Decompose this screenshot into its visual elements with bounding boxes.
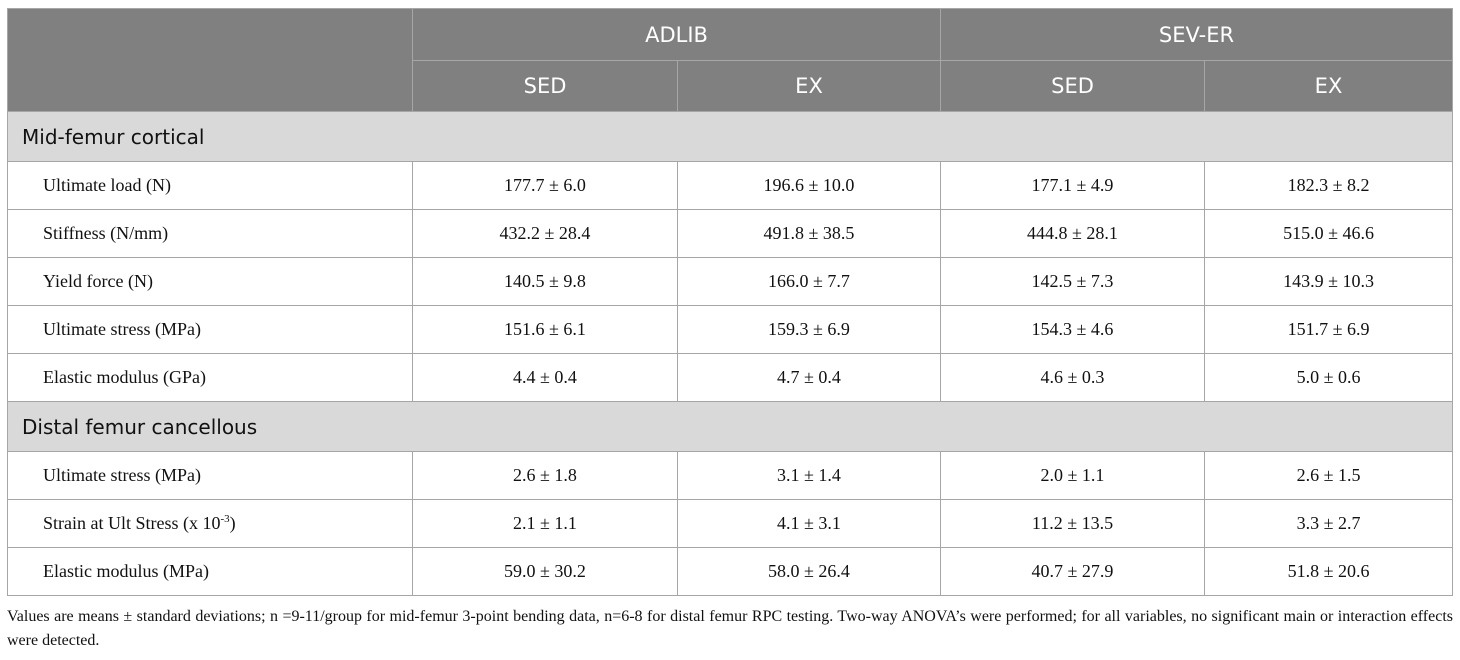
cell-value: 3.1 ± 1.4 <box>677 451 941 500</box>
subgroup-header: SED <box>940 60 1205 112</box>
header-row: SED EX SED EX <box>8 60 1454 112</box>
cell-value: 143.9 ± 10.3 <box>1203 257 1454 306</box>
cell-value: 58.0 ± 26.4 <box>677 547 941 596</box>
data-row: Ultimate stress (MPa) 2.6 ± 1.8 3.1 ± 1.4 2… <box>7 451 1454 500</box>
cell-value: 140.5 ± 9.8 <box>412 257 678 306</box>
section-row: Mid-femur cortical <box>6 111 1454 162</box>
row-label: Ultimate stress (MPa) <box>7 305 413 354</box>
section-row: Distal femur cancellous <box>6 401 1454 452</box>
row-label: Ultimate stress (MPa) <box>7 451 413 500</box>
cell-value: 444.8 ± 28.1 <box>940 209 1205 258</box>
data-row: Ultimate stress (MPa) 151.6 ± 6.1 159.3 ± … <box>7 305 1454 354</box>
cell-value: 142.5 ± 7.3 <box>940 257 1205 306</box>
row-label: Elastic modulus (GPa) <box>7 353 413 402</box>
cell-value: 40.7 ± 27.9 <box>940 547 1205 596</box>
label-tail: ) <box>229 513 236 533</box>
label-superscript: -3 <box>220 513 230 525</box>
group-header: ADLIB <box>412 8 941 61</box>
cell-value: 515.0 ± 46.6 <box>1203 209 1454 258</box>
cell-value: 182.3 ± 8.2 <box>1203 161 1454 210</box>
cell-value: 491.8 ± 38.5 <box>677 209 941 258</box>
cell-value: 2.6 ± 1.5 <box>1203 451 1454 500</box>
cell-value: 2.1 ± 1.1 <box>412 499 678 548</box>
subgroup-header: SED <box>412 60 678 112</box>
subgroup-header: EX <box>677 60 941 112</box>
table-header: ADLIB SEV-ER SED EX SED EX <box>7 8 1454 112</box>
cell-value: 4.6 ± 0.3 <box>940 353 1205 402</box>
cell-value: 4.1 ± 3.1 <box>677 499 941 548</box>
section-title: Mid-femur cortical <box>6 111 1454 162</box>
row-label: Strain at Ult Stress (x 10-3) <box>7 499 413 548</box>
cell-value: 432.2 ± 28.4 <box>412 209 678 258</box>
label-text: Strain at Ult Stress (x 10 <box>43 513 221 533</box>
table-body: Mid-femur cortical Ultimate load (N) 177.7… <box>6 111 1454 596</box>
data-row: Strain at Ult Stress (x 10-3) 2.1 ± 1.1 4.… <box>7 499 1454 548</box>
data-row: Stiffness (N/mm) 432.2 ± 28.4 491.8 ± 38.5… <box>7 209 1454 258</box>
cell-value: 3.3 ± 2.7 <box>1203 499 1454 548</box>
corner-cell <box>7 8 413 112</box>
data-row: Ultimate load (N) 177.7 ± 6.0 196.6 ± 10.0… <box>7 161 1454 210</box>
data-row: Yield force (N) 140.5 ± 9.8 166.0 ± 7.7 142… <box>7 257 1454 306</box>
cell-value: 51.8 ± 20.6 <box>1203 547 1454 596</box>
row-label: Elastic modulus (MPa) <box>7 547 413 596</box>
table-note: Values are means ± standard deviations; … <box>7 608 1453 649</box>
subgroup-header: EX <box>1203 60 1454 112</box>
data-table: ADLIB SEV-ER SED EX SED EX Mid-femur cortical… <box>6 8 1454 596</box>
cell-value: 196.6 ± 10.0 <box>677 161 941 210</box>
cell-value: 2.6 ± 1.8 <box>412 451 678 500</box>
cell-value: 159.3 ± 6.9 <box>677 305 941 354</box>
cell-value: 59.0 ± 30.2 <box>412 547 678 596</box>
cell-value: 5.0 ± 0.6 <box>1203 353 1454 402</box>
row-label: Ultimate load (N) <box>7 161 413 210</box>
row-label: Stiffness (N/mm) <box>7 209 413 258</box>
cell-value: 177.7 ± 6.0 <box>412 161 678 210</box>
section-title: Distal femur cancellous <box>6 401 1454 452</box>
row-label: Yield force (N) <box>7 257 413 306</box>
cell-value: 154.3 ± 4.6 <box>940 305 1205 354</box>
cell-value: 151.6 ± 6.1 <box>412 305 678 354</box>
data-row: Elastic modulus (MPa) 59.0 ± 30.2 58.0 ± 2… <box>7 547 1454 596</box>
data-row: Elastic modulus (GPa) 4.4 ± 0.4 4.7 ± 0.4 4… <box>7 353 1454 402</box>
cell-value: 2.0 ± 1.1 <box>940 451 1205 500</box>
header-row: ADLIB SEV-ER <box>7 8 1454 112</box>
cell-value: 177.1 ± 4.9 <box>940 161 1205 210</box>
cell-value: 11.2 ± 13.5 <box>940 499 1205 548</box>
cell-value: 4.4 ± 0.4 <box>412 353 678 402</box>
group-header: SEV-ER <box>939 8 1454 61</box>
cell-value: 4.7 ± 0.4 <box>677 353 941 402</box>
cell-value: 151.7 ± 6.9 <box>1203 305 1454 354</box>
cell-value: 166.0 ± 7.7 <box>677 257 941 306</box>
